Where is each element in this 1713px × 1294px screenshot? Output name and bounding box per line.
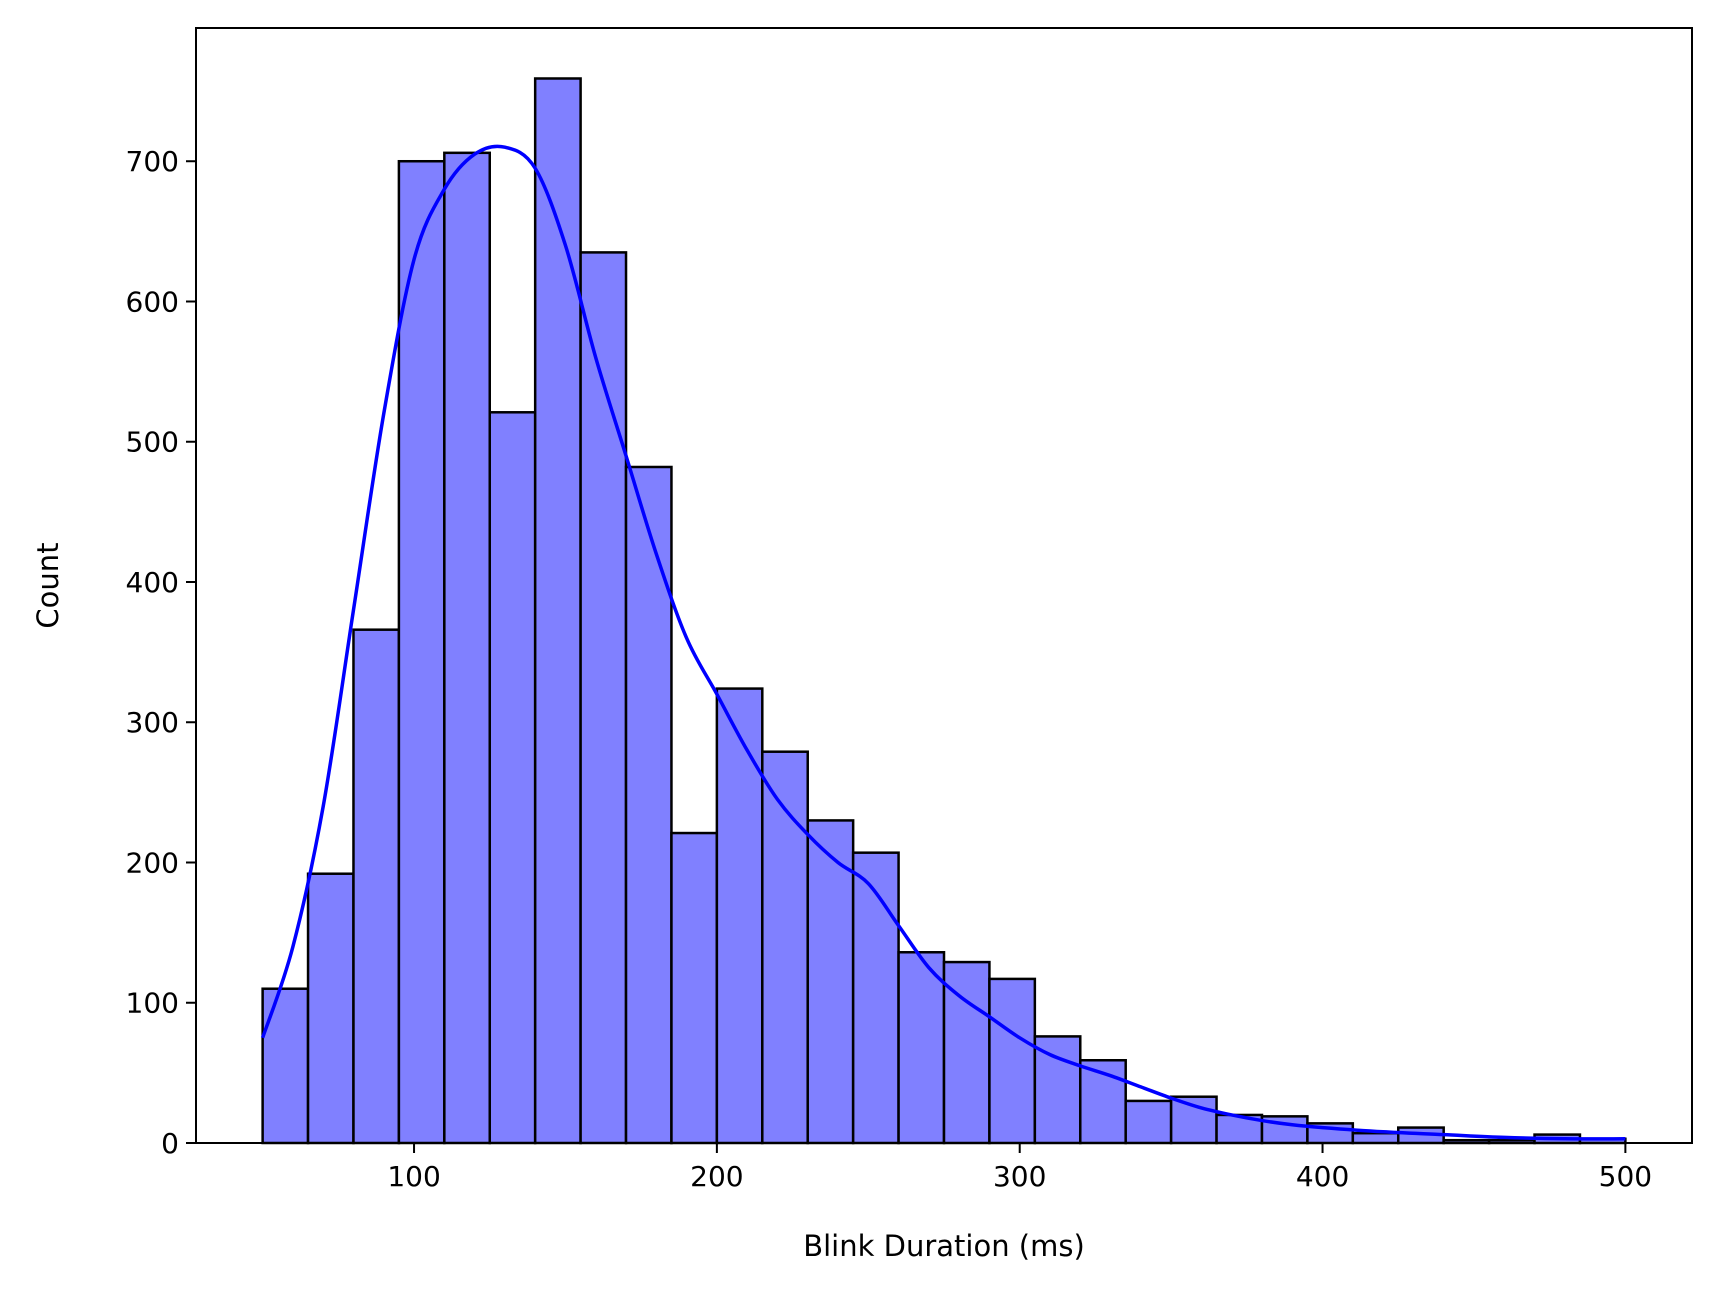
histogram-bar	[761, 750, 809, 1145]
plot-frame	[195, 27, 1693, 1144]
x-tick-label: 200	[690, 1160, 743, 1193]
y-tick-label: 500	[126, 426, 179, 459]
histogram-bar	[352, 628, 401, 1145]
y-tick-label: 600	[126, 285, 179, 318]
y-axis-label: Count	[31, 542, 65, 628]
y-tick-label: 100	[126, 987, 179, 1020]
histogram-bar	[261, 987, 310, 1145]
x-tick-label: 300	[993, 1160, 1046, 1193]
histogram-bar	[942, 960, 991, 1145]
x-axis-ticks: 100 200 300 400 500	[387, 1143, 1652, 1193]
y-tick-label: 300	[126, 706, 179, 739]
histogram-bar	[397, 159, 446, 1145]
histogram-bar	[488, 411, 537, 1145]
histogram-bar	[1351, 1131, 1400, 1145]
y-tick-label: 700	[126, 145, 179, 178]
histogram-bars	[261, 77, 1627, 1145]
histogram-bar	[533, 77, 582, 1145]
kde-curve	[260, 144, 1626, 1141]
histogram-bar	[715, 687, 764, 1145]
histogram-bar	[1033, 1035, 1082, 1145]
x-tick-label: 400	[1296, 1160, 1349, 1193]
y-tick-label: 400	[126, 566, 179, 599]
histogram-bar	[1169, 1095, 1218, 1145]
y-tick-label: 0	[161, 1127, 179, 1160]
histogram-bar	[851, 851, 900, 1145]
x-tick-label: 100	[387, 1160, 440, 1193]
histogram-bar	[443, 151, 491, 1145]
histogram-bar	[1124, 1099, 1173, 1145]
x-axis-label: Blink Duration (ms)	[803, 1229, 1085, 1263]
histogram-bar	[988, 977, 1037, 1145]
histogram-bar	[624, 465, 673, 1145]
x-tick-label: 500	[1599, 1160, 1652, 1193]
histogram-bar	[579, 251, 628, 1145]
y-tick-label: 200	[126, 846, 179, 879]
histogram-bar	[806, 819, 855, 1145]
y-axis-ticks: 0 100 200 300 400 500 600 700	[126, 145, 196, 1160]
histogram-bar	[306, 872, 355, 1145]
histogram-bar	[670, 831, 719, 1145]
histogram-bar	[897, 951, 946, 1145]
